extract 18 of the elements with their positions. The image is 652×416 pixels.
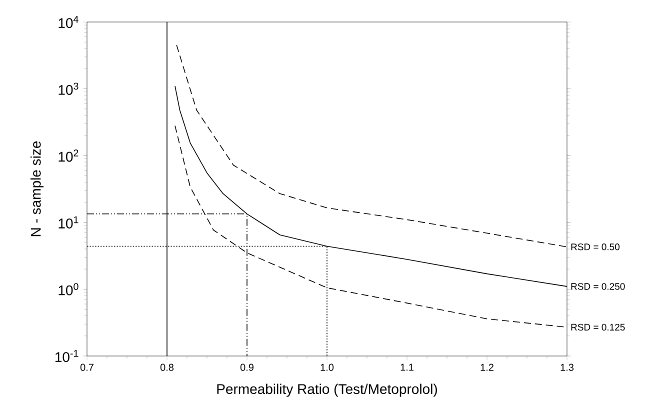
x-tick-label: 0.9 — [240, 364, 254, 371]
series-label: RSD = 0.50 — [571, 244, 620, 250]
x-tick-label: 0.8 — [160, 364, 174, 371]
x-tick-label: 1.2 — [480, 364, 494, 371]
y-tick-label: 10$^{0}$ — [58, 283, 78, 296]
x-tick-label: 1.3 — [560, 364, 574, 371]
y-tick-label: 10$^{4}$ — [58, 16, 78, 28]
y-tick-label: 10$^{-1}$ — [55, 350, 78, 362]
series-label: RSD = 0.250 — [571, 283, 625, 290]
y-tick-label: 10$^{1}$ — [58, 216, 78, 228]
x-tick-label: 1.0 — [320, 364, 334, 371]
y-tick-label: 10$^{2}$ — [58, 150, 78, 162]
x-axis-title: Permeability Ratio (Test/Metoprolol) — [217, 384, 437, 397]
x-tick-label: 0.7 — [80, 364, 94, 371]
y-tick-label: 10$^{3}$ — [58, 82, 78, 95]
series-label: RSD = 0.125 — [571, 324, 625, 331]
y-axis-title: N - sample size — [30, 141, 44, 236]
x-tick-label: 1.1 — [400, 364, 414, 371]
